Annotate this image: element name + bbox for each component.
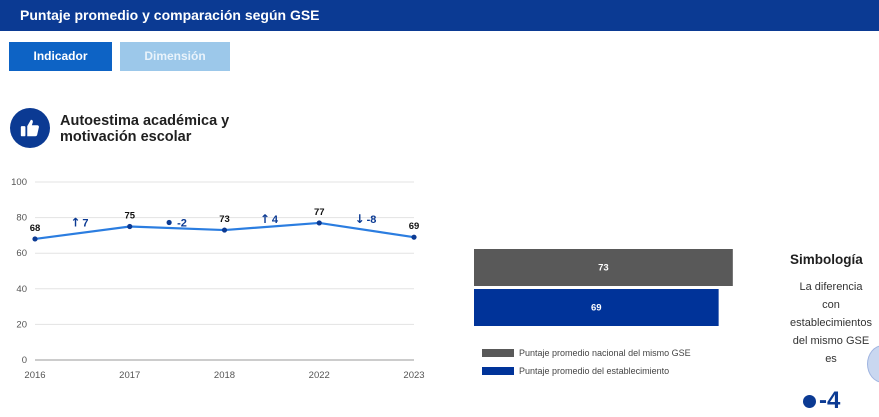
bar[interactable] — [474, 289, 719, 326]
bar-value-label: 69 — [591, 303, 602, 314]
data-point[interactable] — [32, 236, 38, 242]
simbologia-value-text: -4 — [819, 387, 841, 414]
change-dot-icon — [166, 219, 172, 226]
legend-swatch-national — [482, 349, 514, 357]
simbologia-value: -4 — [803, 387, 840, 415]
simbologia-text: La diferencia con establecimientos del m… — [784, 278, 878, 368]
x-tick-label: 2022 — [309, 370, 330, 381]
data-label: 77 — [314, 207, 325, 218]
change-arrow-icon: ↑ — [260, 212, 270, 226]
simbologia-line-5: es — [825, 353, 837, 365]
difference-dot-icon — [803, 394, 816, 408]
x-tick-label: 2016 — [24, 370, 45, 381]
y-tick-label: 60 — [16, 248, 27, 259]
bar[interactable] — [474, 249, 733, 286]
data-label: 73 — [219, 214, 230, 225]
y-tick-label: 0 — [22, 355, 27, 366]
legend-label-school: Puntaje promedio del establecimiento — [519, 366, 670, 376]
tab-dimension[interactable]: Dimensión — [120, 42, 230, 71]
section-title: Autoestima académica y motivación escola… — [60, 113, 229, 145]
x-tick-label: 2018 — [214, 370, 235, 381]
simbologia-line-3: establecimientos — [790, 317, 872, 329]
legend-item-national: Puntaje promedio nacional del mismo GSE — [482, 348, 691, 358]
bar-chart: 73 69 — [474, 249, 733, 326]
bar-value-label: 73 — [598, 263, 609, 274]
change-indicator: ↓ -8 — [355, 212, 377, 226]
thumbs-up-icon — [10, 108, 50, 148]
data-point[interactable] — [316, 220, 322, 226]
section-title-line-2: motivación escolar — [60, 129, 192, 145]
change-arrow-icon: ↑ — [70, 216, 80, 230]
legend-label-national: Puntaje promedio nacional del mismo GSE — [519, 348, 691, 358]
change-indicator: ↑ 4 — [260, 212, 279, 226]
page-header: Puntaje promedio y comparación según GSE — [0, 0, 879, 31]
section-title-line-1: Autoestima académica y — [60, 113, 230, 129]
data-label: 75 — [124, 211, 135, 222]
change-value: -2 — [177, 218, 187, 230]
x-tick-label: 2017 — [119, 370, 140, 381]
data-label: 69 — [409, 221, 420, 232]
change-value: 7 — [82, 218, 88, 230]
simbologia-line-4: del mismo GSE — [792, 335, 870, 347]
y-tick-label: 40 — [16, 284, 27, 295]
data-point[interactable] — [127, 223, 133, 230]
change-indicator: ↑ 7 — [70, 216, 88, 230]
data-label: 68 — [30, 223, 41, 234]
simbologia-line-1: La diferencia — [799, 281, 863, 293]
simbologia-line-2: con — [822, 299, 840, 311]
change-value: 4 — [272, 214, 279, 226]
y-tick-label: 20 — [16, 319, 27, 330]
legend-swatch-school — [482, 367, 514, 375]
change-value: -8 — [367, 214, 377, 226]
y-tick-label: 80 — [16, 213, 27, 224]
page-title: Puntaje promedio y comparación según GSE — [20, 7, 320, 23]
legend-item-school: Puntaje promedio del establecimiento — [482, 366, 669, 376]
data-point[interactable] — [411, 234, 417, 240]
y-tick-label: 100 — [11, 177, 27, 188]
simbologia-title: Simbología — [790, 252, 863, 267]
change-indicator: -2 — [166, 218, 187, 230]
tab-indicador[interactable]: Indicador — [9, 42, 112, 71]
data-point[interactable] — [221, 227, 228, 233]
change-arrow-icon: ↓ — [355, 212, 365, 226]
x-tick-label: 2023 — [403, 370, 424, 381]
